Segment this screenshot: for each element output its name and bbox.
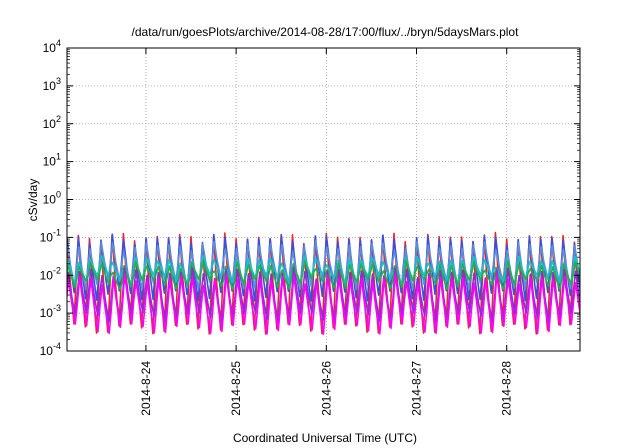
x-tick-label: 2014-8-27 [410,361,424,416]
x-tick-label: 2014-8-28 [500,361,514,416]
plot-area [67,231,580,335]
series-line [67,273,580,335]
x-tick-label: 2014-8-24 [139,361,153,416]
series-line [67,259,580,291]
y-tick-label: 100 [43,190,61,207]
y-axis: 10-4 10-3 10-2 10-1 100 101 102 103 104 [40,38,580,358]
series-layer [67,231,580,335]
y-tick-label: 10-4 [40,341,61,358]
x-tick-label: 2014-8-26 [319,361,333,416]
y-tick-label: 104 [43,38,61,55]
series-line [67,240,580,291]
y-tick-label: 10-3 [40,303,61,320]
y-tick-label: 10-2 [40,265,61,282]
y-tick-label: 10-1 [40,227,61,244]
y-tick-label: 103 [43,76,61,93]
chart-title: /data/run/goesPlots/archive/2014-08-28/1… [132,25,520,39]
y-axis-label: cSv/day [26,179,40,222]
x-axis: 2014-8-24 2014-8-25 2014-8-26 2014-8-27 2014… [139,48,514,416]
x-tick-label: 2014-8-25 [229,361,243,416]
y-tick-label: 102 [43,114,61,131]
y-tick-label: 101 [43,152,61,169]
x-axis-label: Coordinated Universal Time (UTC) [233,431,417,445]
